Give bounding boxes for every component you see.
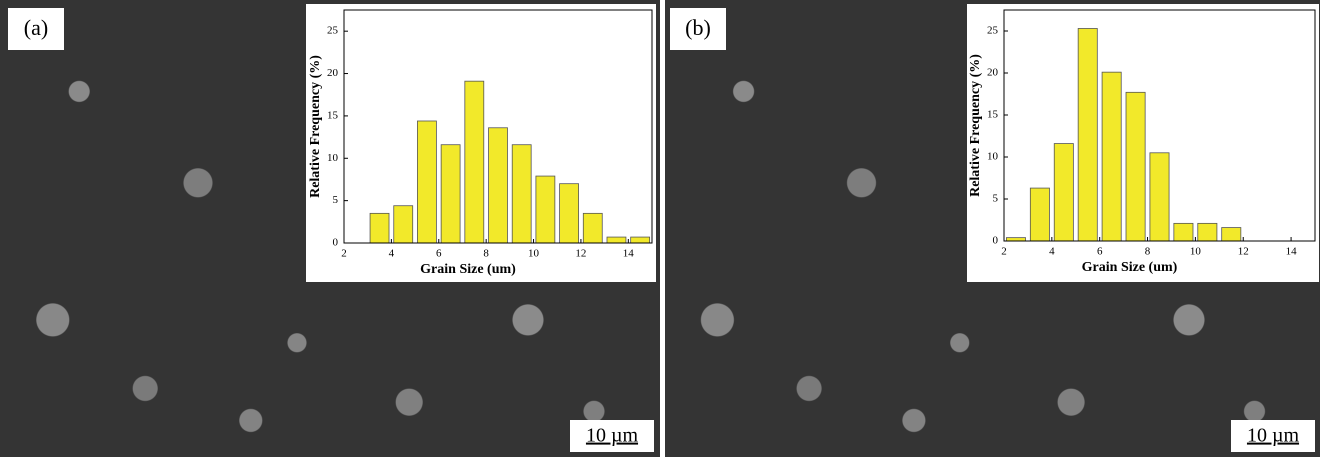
bar [1126,92,1145,241]
bar [465,81,484,243]
annotation: : 6.44 um [1230,54,1306,75]
bar [370,213,389,243]
x-axis-label: Grain Size (um) [1082,260,1178,275]
page: (a) 10 µm Ave. Grain Size : 8.03 um 2 4 6 8 10… [0,0,1320,457]
bar [607,237,626,243]
bar [417,121,436,243]
y-tick-label: 5 [333,194,339,206]
panel-label: (b) [685,15,711,40]
panel-svg: (b) 10 µm Ave. Grain Size : 6.44 um 2 4 6 8 10… [665,0,1320,457]
x-tick-label: 4 [1049,246,1055,258]
bar [1006,238,1025,241]
y-tick-label: 0 [333,237,339,249]
y-tick-label: 0 [993,235,999,247]
scale-bar-label: 10 µm [586,425,639,447]
x-tick-label: 12 [575,248,586,260]
bar [1102,72,1121,241]
bar [1174,223,1193,241]
x-tick-label: 10 [528,248,540,260]
micrograph-panel: (b) 10 µm Ave. Grain Size : 6.44 um 2 4 6 8 10… [665,0,1320,457]
y-tick-label: 25 [987,25,999,37]
bar [441,145,460,243]
bar [560,184,579,243]
bar [1078,28,1097,241]
scale-bar-label: 10 µm [1247,425,1300,447]
annotation: Ave. Grain Size [1179,24,1305,45]
annotation: : 8.03 um [567,54,643,75]
y-tick-label: 20 [327,67,339,79]
y-axis-label: Relative Frequency (%) [308,55,323,198]
x-axis-label: Grain Size (um) [420,262,516,277]
x-tick-label: 12 [1238,246,1249,258]
y-tick-label: 10 [327,152,339,164]
panel-svg: (a) 10 µm Ave. Grain Size : 8.03 um 2 4 6 8 10… [0,0,660,457]
bar [1198,223,1217,241]
bar [583,213,602,243]
y-axis-label: Relative Frequency (%) [968,54,983,197]
y-tick-label: 15 [327,109,339,121]
bar [1030,188,1049,241]
x-tick-label: 2 [341,248,347,260]
x-tick-label: 2 [1001,246,1007,258]
x-tick-label: 8 [1145,246,1151,258]
y-tick-label: 5 [993,193,999,205]
bar [512,145,531,243]
annotation: Ave. Grain Size [516,24,642,45]
bar [489,128,508,243]
x-tick-label: 8 [483,248,489,260]
bar [394,206,413,243]
x-tick-label: 14 [1286,246,1298,258]
bar [536,176,555,243]
panel-label: (a) [24,15,48,40]
x-tick-label: 14 [623,248,635,260]
bar [1150,153,1169,241]
micrograph-panel: (a) 10 µm Ave. Grain Size : 8.03 um 2 4 6 8 10… [0,0,660,457]
x-tick-label: 6 [436,248,442,260]
y-tick-label: 15 [987,109,999,121]
y-tick-label: 25 [327,25,339,37]
bar [631,237,650,243]
x-tick-label: 6 [1097,246,1103,258]
x-tick-label: 10 [1190,246,1202,258]
x-tick-label: 4 [389,248,395,260]
bar [1054,144,1073,241]
y-tick-label: 20 [987,67,999,79]
bar [1222,228,1241,241]
y-tick-label: 10 [987,151,999,163]
